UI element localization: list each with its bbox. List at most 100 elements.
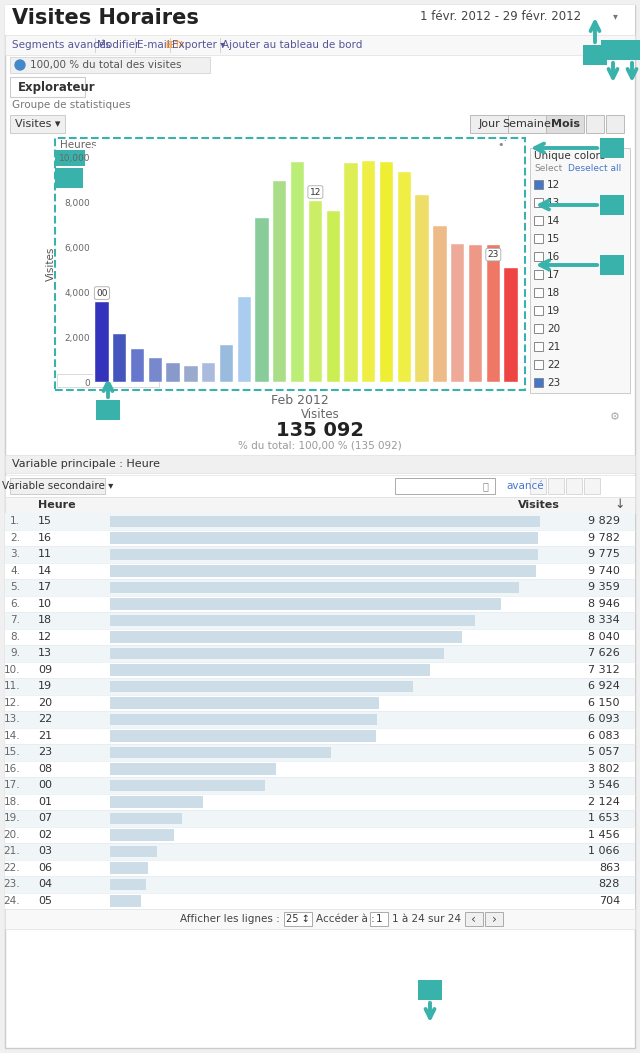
Text: ›: › [492, 913, 497, 926]
Text: 8: 8 [608, 199, 616, 212]
Text: 04: 04 [38, 879, 52, 889]
Text: 12: 12 [310, 187, 321, 197]
Text: 15: 15 [547, 234, 560, 243]
Bar [534, 234, 543, 243]
Text: BETA: BETA [165, 40, 184, 49]
Bar [110, 581, 520, 593]
Bar [5, 475, 635, 497]
Text: 7 626: 7 626 [588, 649, 620, 658]
Bar [395, 478, 495, 494]
Text: 9 359: 9 359 [588, 582, 620, 592]
Bar [600, 138, 624, 158]
Text: 18: 18 [38, 615, 52, 625]
Bar [5, 455, 635, 473]
Bar [380, 162, 393, 382]
Text: 10.: 10. [3, 664, 20, 675]
Bar [237, 297, 251, 382]
Text: 6 083: 6 083 [588, 731, 620, 740]
Bar [470, 115, 508, 133]
Text: 5 057: 5 057 [588, 748, 620, 757]
Text: 06: 06 [38, 862, 52, 873]
Text: A: A [63, 171, 75, 185]
Bar [5, 760, 635, 777]
Text: Heures: Heures [60, 140, 97, 150]
Text: ▾: ▾ [613, 11, 618, 21]
Text: Groupe de statistiques: Groupe de statistiques [12, 100, 131, 110]
Bar [5, 562, 635, 579]
Bar [96, 400, 120, 420]
Bar [5, 35, 635, 55]
Text: 3 802: 3 802 [588, 763, 620, 774]
Bar [110, 813, 182, 824]
Bar [5, 711, 635, 728]
Text: 1: 1 [426, 984, 435, 996]
Text: Modifier: Modifier [97, 40, 140, 49]
Bar [110, 714, 376, 726]
Bar [5, 596, 635, 612]
Bar [110, 565, 536, 576]
Text: 8.: 8. [10, 632, 20, 641]
Text: 1.: 1. [10, 516, 20, 526]
Text: 05: 05 [38, 896, 52, 906]
Text: 20: 20 [547, 323, 560, 334]
Text: Unique colors: Unique colors [534, 151, 605, 161]
Bar [534, 360, 543, 369]
Bar [534, 216, 543, 225]
Text: 23: 23 [38, 748, 52, 757]
Text: Variable secondaire ▾: Variable secondaire ▾ [3, 481, 114, 491]
Text: 23: 23 [547, 377, 560, 388]
Bar [255, 218, 269, 382]
Bar [469, 245, 482, 382]
Bar [110, 763, 276, 775]
Text: 24.: 24. [3, 896, 20, 906]
Bar [5, 728, 635, 744]
Bar [110, 779, 265, 791]
Text: 6 150: 6 150 [589, 698, 620, 708]
Text: Semaine: Semaine [502, 119, 552, 130]
Bar [534, 180, 543, 188]
Text: 1 févr. 2012 - 29 févr. 2012: 1 févr. 2012 - 29 févr. 2012 [420, 9, 581, 23]
Bar [584, 478, 600, 494]
Bar [110, 680, 413, 692]
Text: 19: 19 [38, 681, 52, 691]
Bar [566, 478, 582, 494]
Text: 6.: 6. [10, 599, 20, 609]
Text: 22: 22 [547, 359, 560, 370]
Text: 15: 15 [38, 516, 52, 526]
Text: 03: 03 [38, 847, 52, 856]
Text: 14.: 14. [3, 731, 20, 740]
Text: 18: 18 [547, 287, 560, 298]
Bar [110, 598, 501, 610]
Bar [5, 827, 635, 843]
Text: 1: 1 [376, 914, 382, 923]
Bar [55, 168, 83, 188]
Text: 100,00 % du total des visites: 100,00 % du total des visites [30, 60, 182, 69]
Bar [5, 909, 635, 929]
Text: 12: 12 [38, 632, 52, 641]
Text: Ajouter au tableau de bord: Ajouter au tableau de bord [222, 40, 362, 49]
Text: 19.: 19. [3, 813, 20, 823]
Bar [291, 162, 304, 382]
Bar [5, 530, 635, 547]
Circle shape [15, 60, 25, 69]
Bar [601, 40, 625, 60]
Bar [10, 115, 65, 133]
Text: 5.: 5. [10, 582, 20, 592]
Text: 14: 14 [547, 216, 560, 225]
Bar [586, 115, 604, 133]
Bar [5, 497, 635, 513]
Text: Variable principale : Heure: Variable principale : Heure [12, 459, 160, 469]
Bar [110, 664, 430, 676]
Bar [5, 695, 635, 711]
Bar [5, 678, 635, 695]
Text: 23: 23 [488, 251, 499, 259]
Bar [530, 478, 546, 494]
Text: 5: 5 [607, 141, 616, 155]
Text: 10: 10 [38, 599, 52, 609]
Bar [131, 350, 144, 382]
Text: 6: 6 [608, 258, 616, 272]
Bar [5, 645, 635, 661]
Bar [113, 334, 126, 382]
Text: 9 775: 9 775 [588, 550, 620, 559]
Text: 22: 22 [38, 714, 52, 724]
